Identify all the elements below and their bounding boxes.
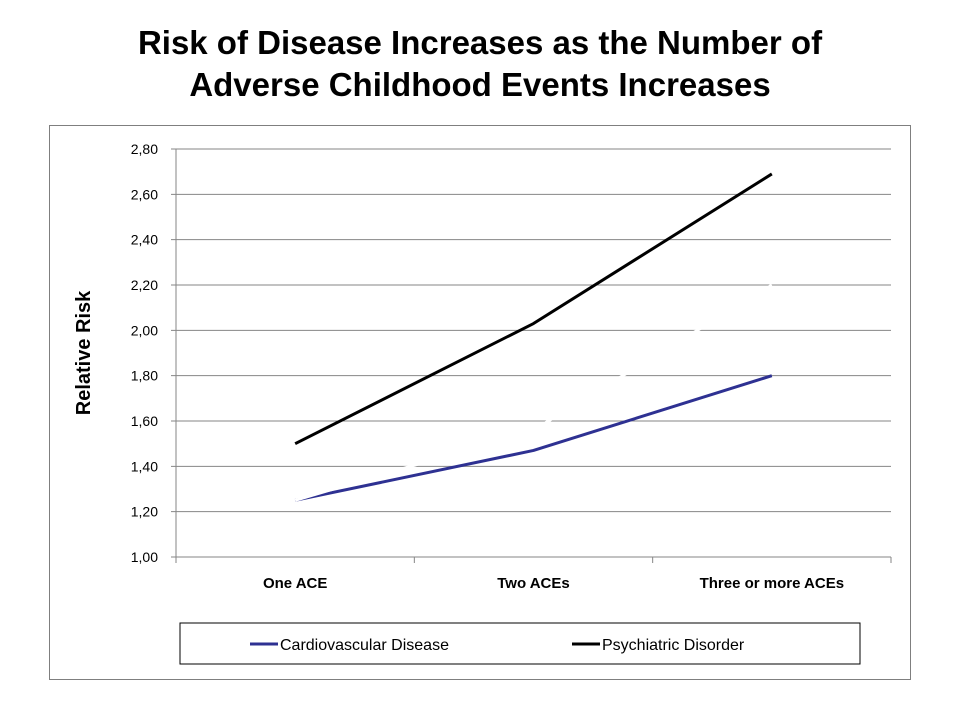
y-tick-label: 2,20 [131,277,158,293]
y-tick-label: 1,80 [131,368,158,384]
legend-label: Psychiatric Disorder [602,637,745,654]
page-title: Risk of Disease Increases as the Number … [0,22,960,106]
x-category-label: Two ACEs [497,575,570,592]
title-line-1: Risk of Disease Increases as the Number … [137,24,823,61]
y-tick-label: 1,00 [131,549,158,565]
y-tick-label: 1,60 [131,413,158,429]
line-chart: 1,00 1,20 1,40 1,60 1,80 2,00 2,20 2,40 2,60 2,80… [73,141,892,665]
y-tick-labels: 1,00 1,20 1,40 1,60 1,80 2,00 2,20 2,40 2,60 2,80 [131,141,158,565]
y-tick-label: 2,80 [131,141,158,157]
series-lines [294,172,773,502]
legend: Cardiovascular Disease Psychiatric Disord… [179,622,861,665]
series-line-unlabeled [294,283,773,502]
gridlines [171,148,891,558]
legend-label: Cardiovascular Disease [280,637,449,654]
y-tick-label: 2,60 [131,186,158,202]
title-line-2: Adverse Childhood Events Increases [189,66,771,103]
x-category-labels: One ACE Two ACEs Three or more ACEs [263,575,844,592]
series-line-psychiatric-disorder [294,172,773,446]
y-tick-label: 1,20 [131,504,158,520]
legend-box [179,622,861,665]
y-tick-label: 2,00 [131,322,158,338]
y-axis-title: Relative Risk [73,290,95,415]
series-line-cardiovascular-disease [294,374,773,502]
chart-area: 1,00 1,20 1,40 1,60 1,80 2,00 2,20 2,40 2,60 2,80… [49,125,911,680]
y-tick-label: 1,40 [131,458,158,474]
axes [175,149,892,563]
x-category-label: One ACE [263,575,327,592]
y-tick-label: 2,40 [131,232,158,248]
x-category-label: Three or more ACEs [700,575,845,592]
